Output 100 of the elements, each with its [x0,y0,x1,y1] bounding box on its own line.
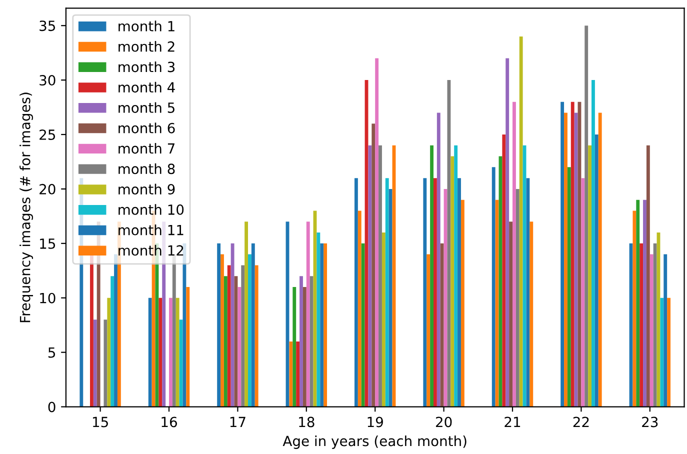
bar [430,145,434,407]
bar [169,298,172,407]
bar [574,112,578,407]
bar [238,286,242,407]
bar [436,112,440,407]
bar [296,341,300,407]
bar [650,254,654,407]
bar [244,222,248,407]
bar [506,58,510,407]
y-tick-label: 20 [40,184,56,194]
x-tick-label: 20 [436,416,452,428]
bar [426,254,430,407]
bar [176,298,180,407]
y-tick-label: 15 [40,238,56,249]
bar [248,254,252,407]
bar [592,80,595,407]
bar [230,243,234,407]
bar [636,200,640,407]
bar [512,102,516,407]
y-tick-label: 5 [48,347,56,358]
bar [372,124,376,407]
legend-label: month 12 [118,244,184,256]
bar [509,222,512,407]
y-tick-label: 30 [40,75,56,86]
bar [440,243,444,407]
bar [227,265,231,407]
x-axis-title: Age in years (each month) [282,436,466,449]
bar [375,58,379,407]
legend-label: month 3 [118,61,175,72]
bar [664,254,668,407]
y-axis-title: Frequency images (# for images) [20,92,33,322]
bar [423,178,427,407]
bar [254,265,258,407]
legend-label: month 9 [118,184,175,195]
bar [567,167,571,407]
bar [224,276,228,407]
x-tick-label: 19 [368,416,383,428]
bar [460,200,464,407]
bar [570,102,574,407]
bar [653,243,657,407]
bar [640,243,644,407]
bar [306,222,310,407]
bar [385,178,389,407]
bar [289,341,293,407]
bar [643,200,646,407]
bar [594,134,598,407]
bar [358,210,362,407]
bar [433,178,437,407]
bar [300,276,303,407]
legend-label: month 10 [118,204,184,215]
bar [632,210,636,407]
y-tick-label: 0 [48,402,56,412]
legend-label: month 6 [118,122,175,134]
bar [368,145,372,407]
bar [646,145,650,407]
bar [302,286,306,407]
x-tick-label: 21 [504,416,520,428]
x-tick-label: 17 [230,416,246,428]
x-tick-label: 18 [299,416,314,428]
bar [564,112,568,407]
bar [310,276,314,407]
bar [251,243,255,407]
bar [148,298,152,407]
bar [660,298,664,407]
bar [581,178,585,407]
bar [588,145,592,407]
legend-label: month 11 [118,224,184,236]
bar [93,320,97,407]
legend-label: month 8 [118,163,175,174]
bar [388,188,392,407]
bar [382,232,386,407]
legend-label: month 4 [118,82,175,93]
bar [104,320,108,407]
bar [110,276,114,407]
legend-label: month 7 [118,142,174,154]
bar [107,298,111,407]
bar [458,178,461,407]
bar [447,80,451,407]
legend-label: month 2 [118,41,174,52]
bar [454,145,458,407]
bar [667,298,671,407]
bar [516,188,520,407]
y-tick-label: 10 [40,292,56,304]
bar [220,254,224,407]
x-tick-label: 23 [642,416,658,428]
bar [560,102,564,407]
y-tick-label: 25 [40,129,56,140]
x-tick-label: 22 [573,416,589,428]
bar [584,26,588,407]
bar [526,178,530,407]
bar [492,167,496,407]
bar [598,112,602,407]
bar [519,36,523,407]
bar [530,222,534,407]
bar [186,286,190,407]
bar [378,145,382,407]
x-tick-label: 15 [92,416,108,428]
bar [502,134,506,407]
x-tick-label: 16 [162,416,177,428]
legend-label: month 5 [118,102,174,113]
